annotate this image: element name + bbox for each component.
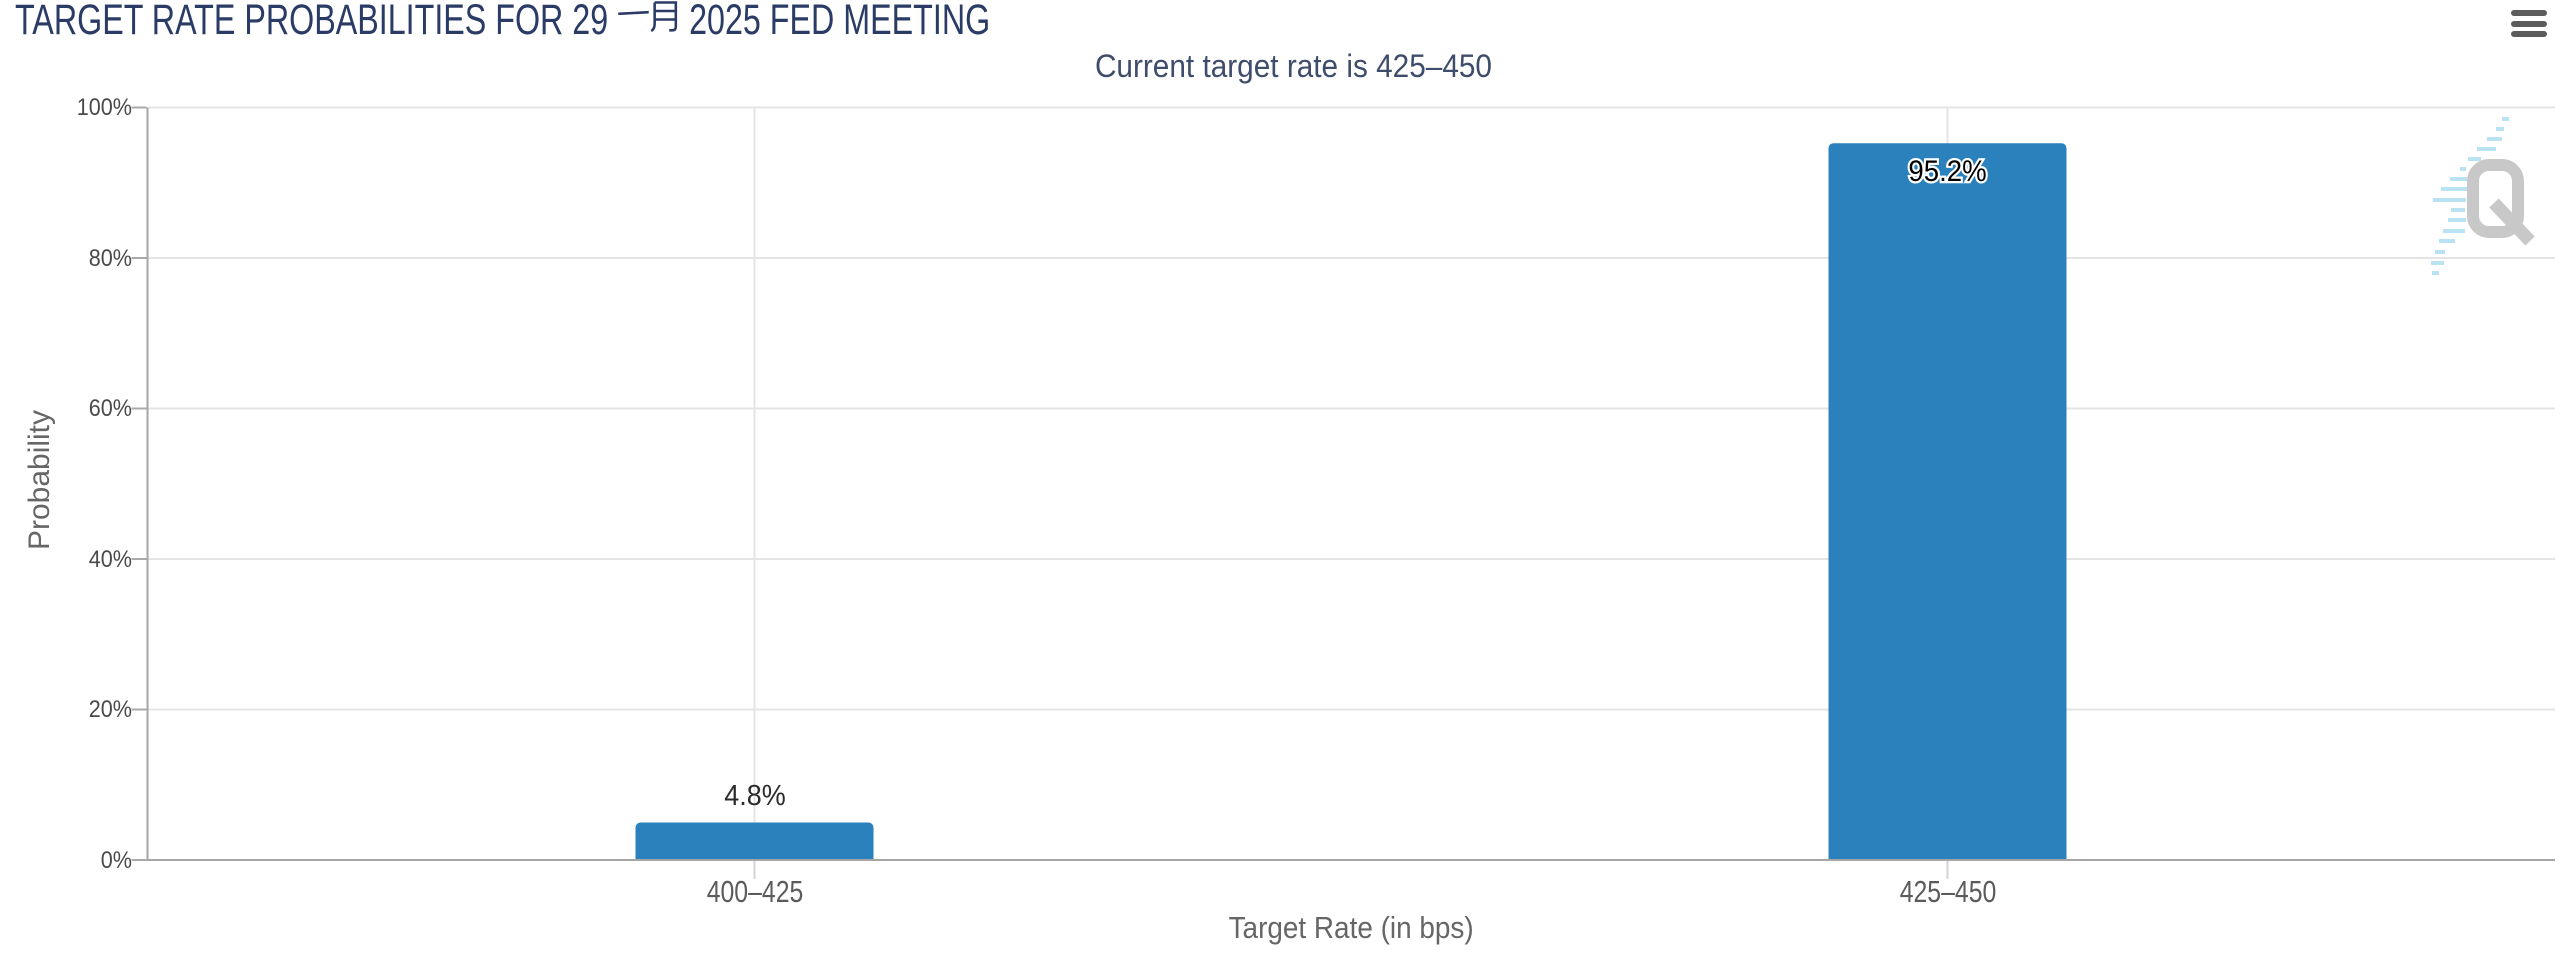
svg-text:95.2%: 95.2% <box>1908 155 1986 188</box>
